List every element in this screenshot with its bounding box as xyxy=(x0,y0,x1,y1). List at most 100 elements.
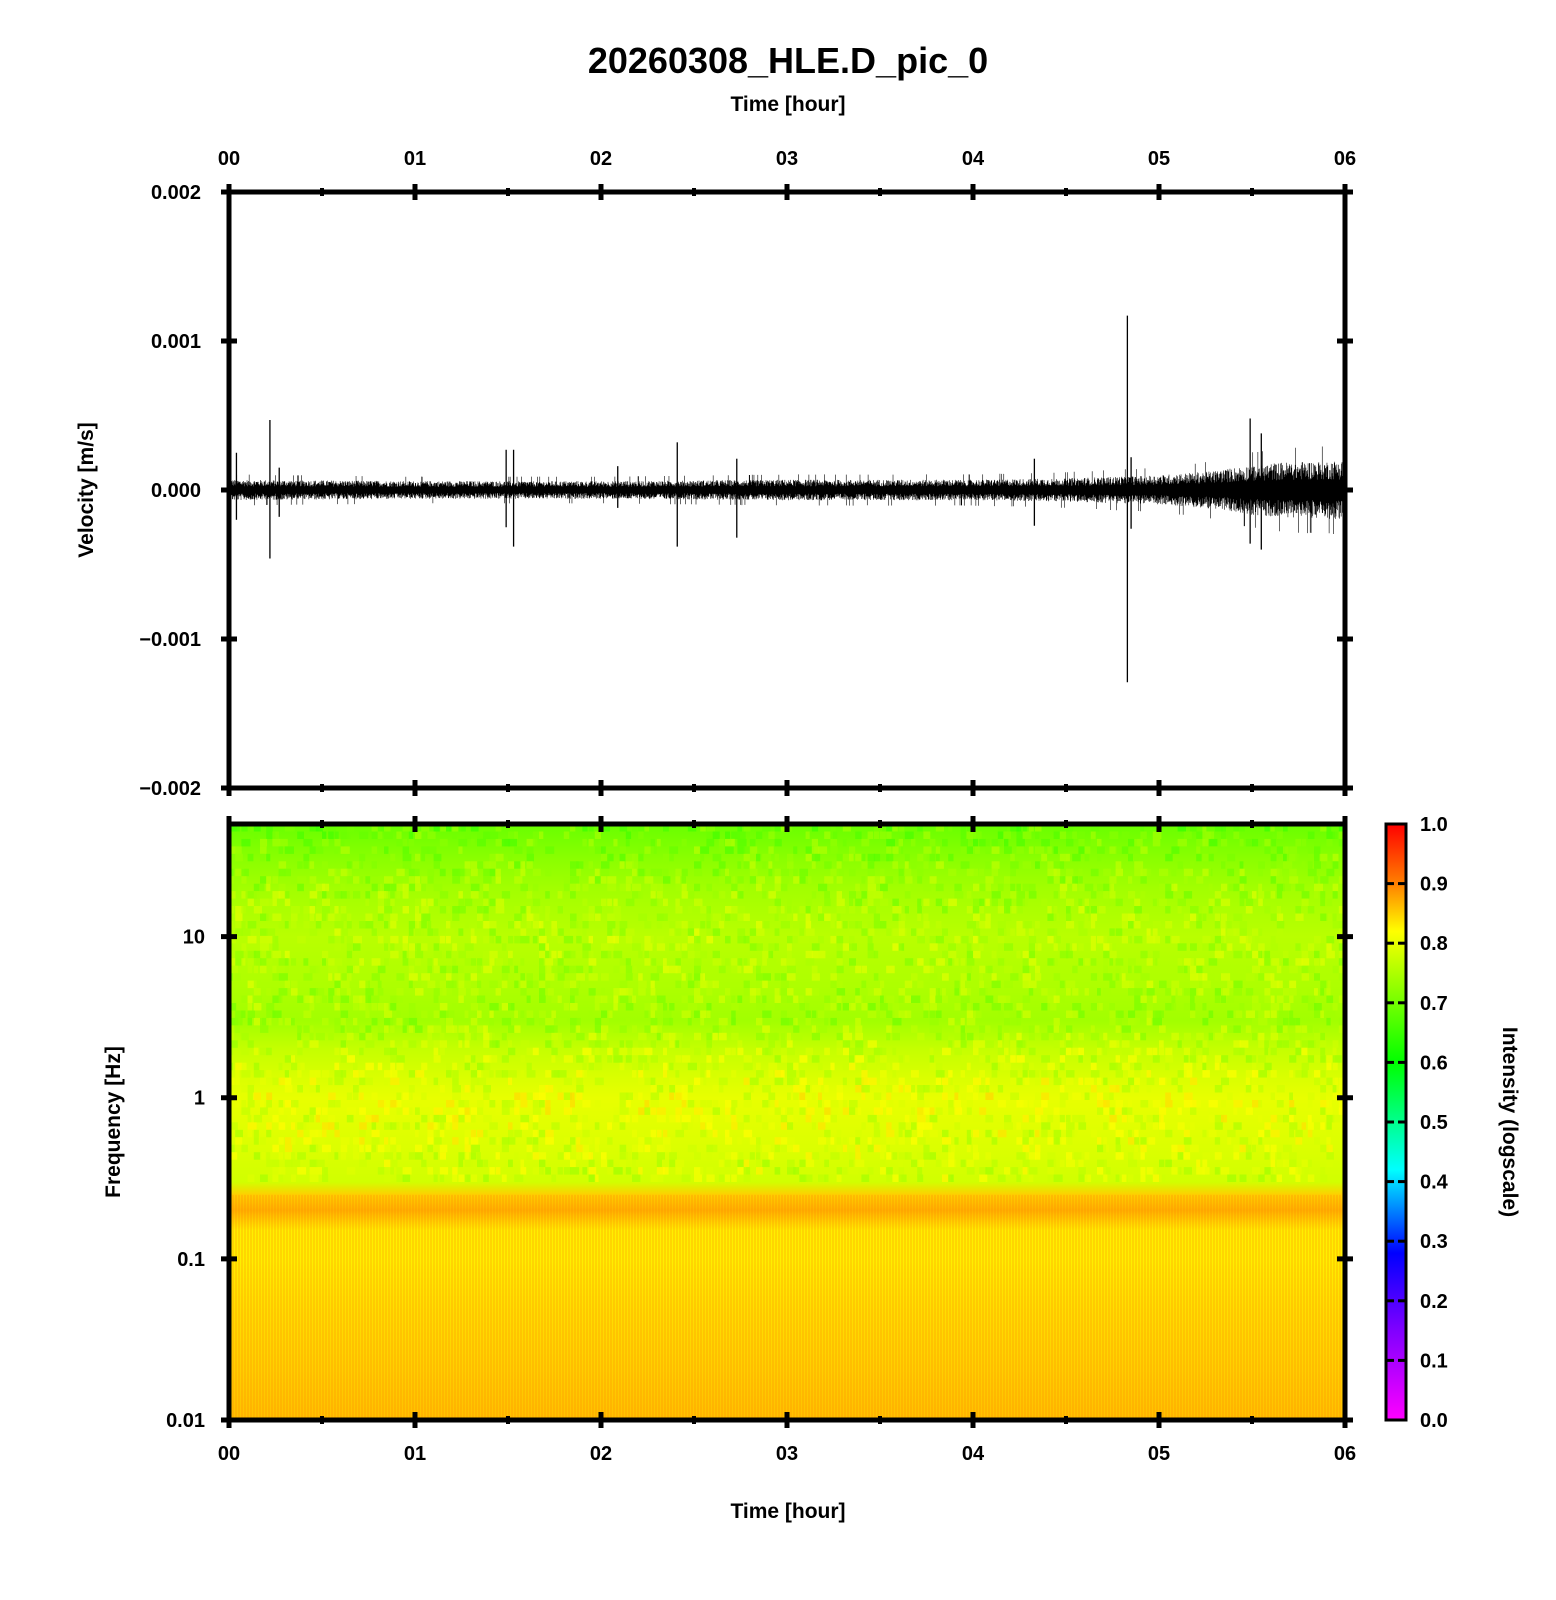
spectrogram-cell xyxy=(1072,965,1078,974)
spectrogram-cell xyxy=(582,898,588,907)
spectrogram-cell xyxy=(675,876,681,884)
spectrogram-cell xyxy=(576,980,581,989)
spectrogram-cell xyxy=(588,906,596,914)
spectrogram-cell xyxy=(1140,995,1147,1003)
spectrogram-cell xyxy=(811,988,820,996)
spectrogram-cell xyxy=(390,943,395,951)
spectrogram-cell xyxy=(1270,935,1276,944)
spectrogram-cell xyxy=(601,1025,609,1033)
spectrogram-cell xyxy=(421,846,430,854)
spectrogram-cell xyxy=(1146,1010,1156,1018)
spectrogram-cell xyxy=(650,1010,655,1018)
spectrogram-cell xyxy=(1289,1129,1294,1138)
spectrogram-cell xyxy=(1301,898,1309,907)
spectrogram-cell xyxy=(284,980,290,989)
spectrogram-cell xyxy=(880,1047,887,1056)
spectrogram-cell xyxy=(278,846,283,854)
spectrogram-cell xyxy=(1320,891,1326,899)
spectrogram-cell xyxy=(241,1107,251,1115)
spectrogram-cell xyxy=(756,853,761,862)
spectrogram-cell xyxy=(960,1040,967,1048)
spectrogram-cell xyxy=(365,1003,373,1011)
spectrogram-cell xyxy=(836,1092,844,1100)
spectrogram-cell xyxy=(824,891,830,899)
spectrogram-cell xyxy=(855,1144,860,1153)
spectrogram-cell xyxy=(1128,1129,1132,1138)
spectrogram-cell xyxy=(632,943,641,951)
spectrogram-cell xyxy=(619,1025,627,1033)
spectrogram-cell xyxy=(346,876,354,884)
spectrogram-cell xyxy=(656,1167,665,1175)
spectrogram-cell xyxy=(768,943,777,951)
spectrogram-texture xyxy=(229,824,1345,1420)
spectrogram-cell xyxy=(1276,891,1283,899)
spectrogram-cell xyxy=(886,1137,896,1145)
spectrogram-cell xyxy=(241,876,247,884)
spectrogram-cell xyxy=(855,1032,863,1041)
spectrogram-cell xyxy=(1214,1122,1223,1130)
colorbar-tick-label: 0.7 xyxy=(1420,993,1448,1015)
spectrogram-cell xyxy=(774,1167,781,1175)
spectrogram-cell xyxy=(799,1055,808,1063)
spectrogram-cell xyxy=(1208,958,1218,966)
spectrogram-cell xyxy=(1295,1032,1302,1041)
spectrogram-cell xyxy=(489,1100,496,1108)
spectrogram-cell xyxy=(1115,921,1122,929)
spectrogram-cell xyxy=(898,1085,904,1093)
spectrogram-cell xyxy=(675,921,684,929)
spectrogram-cell xyxy=(632,868,637,877)
spectrogram-cell xyxy=(247,1092,253,1100)
spectrogram-cell xyxy=(1289,1092,1293,1100)
spectrogram-cell xyxy=(309,988,319,996)
spectrogram-cell xyxy=(898,1010,908,1018)
spectrogram-cell xyxy=(625,1003,634,1011)
spectrogram-cell xyxy=(309,898,317,907)
spectrogram-cell xyxy=(954,1122,961,1130)
spectrogram-cell xyxy=(1109,928,1115,936)
spectrogram-cell xyxy=(1140,1122,1146,1130)
spectrogram-cell xyxy=(427,921,432,929)
spectrogram-cell xyxy=(1028,891,1037,899)
spectrogram-cell xyxy=(576,935,582,944)
spectrogram-cell xyxy=(973,868,978,877)
spectrogram-cell xyxy=(439,1174,445,1182)
spectrogram-cell xyxy=(743,1055,752,1063)
spectrogram-cell xyxy=(799,1092,806,1100)
spectrogram-cell xyxy=(880,921,887,929)
spectrogram-cell xyxy=(470,838,475,847)
spectrogram-cell xyxy=(377,980,382,989)
spectrogram-cell xyxy=(526,1017,535,1026)
spectrogram-cell xyxy=(694,861,702,869)
spectrogram-cell xyxy=(793,1077,801,1086)
spectrogram-cell xyxy=(669,853,674,862)
spectrogram-cell xyxy=(545,1100,551,1108)
spectrogram-cell xyxy=(1320,980,1328,989)
spectrogram-cell xyxy=(1165,1092,1171,1100)
spectrogram-cell xyxy=(1202,868,1211,877)
spectrogram-cell xyxy=(985,1025,991,1033)
spectrogram-cell xyxy=(787,1167,796,1175)
spectrogram-cell xyxy=(644,1137,652,1145)
spectrogram-cell xyxy=(818,1100,822,1108)
spectrogram-cell xyxy=(706,1129,714,1138)
spectrogram-cell xyxy=(545,1070,554,1078)
spectrogram-cell xyxy=(917,906,922,914)
spectrogram-cell xyxy=(1283,958,1289,966)
spectrogram-cell xyxy=(743,1092,751,1100)
spectrogram-cell xyxy=(656,1085,664,1093)
spectrogram-cell xyxy=(464,861,471,869)
spectrogram-cell xyxy=(625,838,630,847)
spectrogram-cell xyxy=(576,965,584,974)
spectrogram-cell xyxy=(1010,1070,1018,1078)
spectrogram-cell xyxy=(260,898,269,907)
spectrogram-cell xyxy=(384,1122,392,1130)
spectrogram-cell xyxy=(694,898,703,907)
spectrogram-cell xyxy=(923,831,931,839)
spectrogram-cell xyxy=(1239,1174,1247,1182)
spectrogram-cell xyxy=(1326,1137,1331,1145)
spectrogram-cell xyxy=(235,928,243,936)
spectrogram-cell xyxy=(1245,1055,1252,1063)
spectrogram-cell xyxy=(644,846,654,854)
spectrogram-cell xyxy=(1326,1122,1332,1130)
spectrogram-cell xyxy=(923,1010,929,1018)
